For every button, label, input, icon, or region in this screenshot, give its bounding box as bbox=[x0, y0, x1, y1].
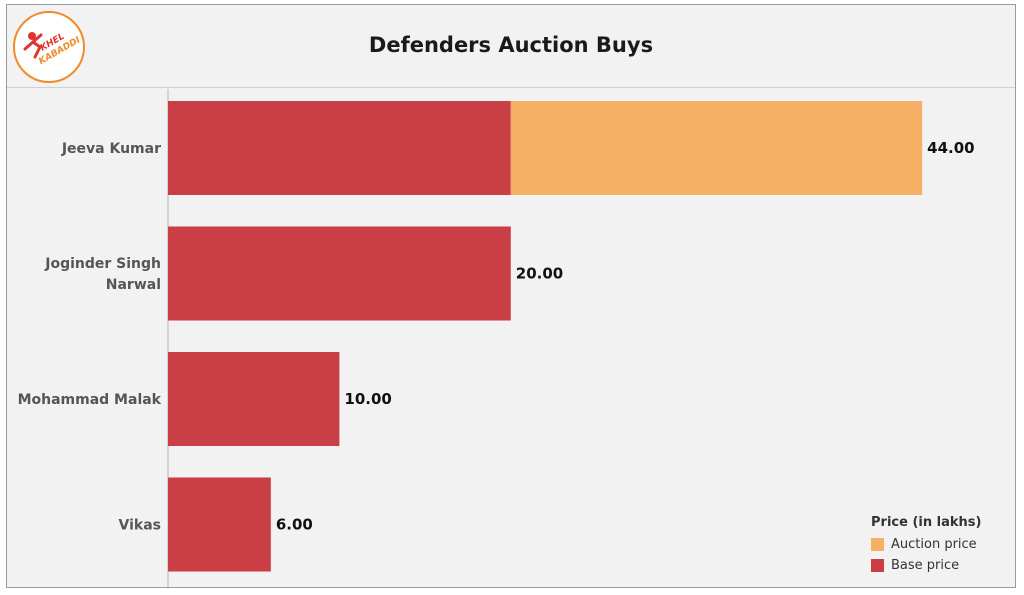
legend-swatch-auction bbox=[871, 538, 884, 551]
bar-auction-price[interactable] bbox=[510, 101, 923, 195]
legend-label-base: Base price bbox=[891, 558, 960, 573]
khel-kabaddi-logo: KHEL KABADDI bbox=[13, 11, 85, 83]
header-divider bbox=[7, 87, 1015, 88]
category-label: Vikas bbox=[119, 518, 161, 534]
bar-base-price[interactable] bbox=[168, 352, 340, 446]
dashboard-frame: KHEL KABADDI Defenders Auction Buys 44.0… bbox=[6, 4, 1016, 588]
legend-swatch-base bbox=[871, 559, 884, 572]
category-label: Mohammad Malak bbox=[18, 392, 162, 408]
value-label: 6.00 bbox=[276, 516, 313, 534]
legend-item-base[interactable]: Base price bbox=[871, 555, 981, 576]
value-label: 44.00 bbox=[927, 139, 974, 157]
value-label: 10.00 bbox=[344, 390, 391, 408]
legend: Price (in lakhs) Auction price Base pric… bbox=[871, 515, 981, 576]
value-label: 20.00 bbox=[516, 265, 563, 283]
header: KHEL KABADDI Defenders Auction Buys bbox=[7, 5, 1015, 85]
chart-title: Defenders Auction Buys bbox=[368, 33, 654, 57]
category-label: Jeeva Kumar bbox=[61, 141, 161, 157]
bar-base-price[interactable] bbox=[168, 101, 511, 195]
bar-chart: 44.00 Jeeva Kumar 20.00 Joginder Singh Narwa… bbox=[18, 89, 975, 587]
bar-base-price[interactable] bbox=[168, 226, 511, 321]
category-label: Joginder Singh Narwal bbox=[44, 256, 161, 293]
legend-item-auction[interactable]: Auction price bbox=[871, 534, 981, 555]
legend-label-auction: Auction price bbox=[891, 537, 977, 552]
legend-title: Price (in lakhs) bbox=[871, 515, 982, 530]
bar-base-price[interactable] bbox=[168, 477, 271, 572]
